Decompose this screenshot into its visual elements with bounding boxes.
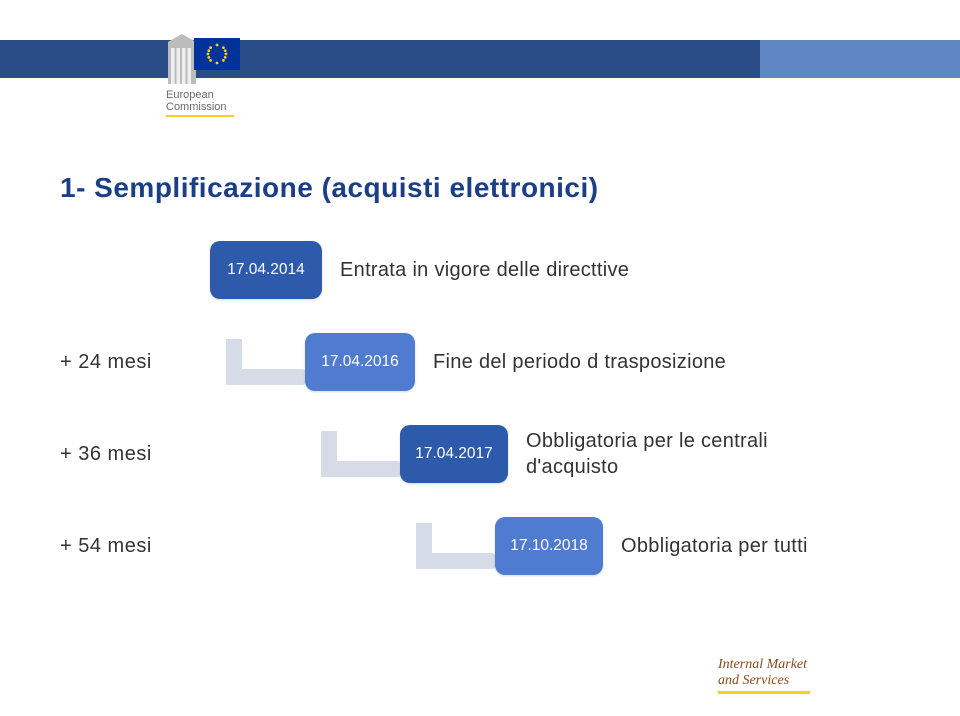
header-bar [0, 40, 960, 78]
offset-label: + 24 mesi [60, 351, 200, 374]
eu-flag-icon [194, 38, 240, 70]
footer-line2: and Services [718, 673, 810, 688]
date-box: 17.10.2018 [495, 517, 603, 575]
logo-line2: Commission [166, 102, 250, 114]
date-box: 17.04.2014 [210, 241, 322, 299]
milestone-label: Fine del periodo d trasposizione [433, 349, 726, 375]
footer-logo: Internal Market and Services [718, 657, 810, 694]
offset-label: + 36 mesi [60, 443, 200, 466]
timeline-row: 17.04.2014 Entrata in vigore delle direct… [60, 224, 900, 316]
timeline-row: + 24 mesi 17.04.2016 Fine del periodo d tr… [60, 316, 900, 408]
milestone-label: Obbligatoria per le centrali d'acquisto [526, 428, 806, 480]
footer-line1: Internal Market [718, 657, 810, 672]
date-box: 17.04.2017 [400, 425, 508, 483]
timeline-row: + 54 mesi 17.10.2018 Obbligatoria per tutt… [60, 500, 900, 592]
offset-label: + 54 mesi [60, 535, 200, 558]
logo-line1: European [166, 90, 250, 102]
date-box: 17.04.2016 [305, 333, 415, 391]
ec-logo: European Commission [166, 24, 250, 117]
timeline: 17.04.2014 Entrata in vigore delle direct… [60, 224, 900, 592]
milestone-label: Obbligatoria per tutti [621, 533, 808, 559]
timeline-row: + 36 mesi 17.04.2017 Obbligatoria per le c… [60, 408, 900, 500]
milestone-label: Entrata in vigore delle directtive [340, 257, 629, 283]
slide-title: 1- Semplificazione (acquisti elettronici… [60, 172, 599, 204]
